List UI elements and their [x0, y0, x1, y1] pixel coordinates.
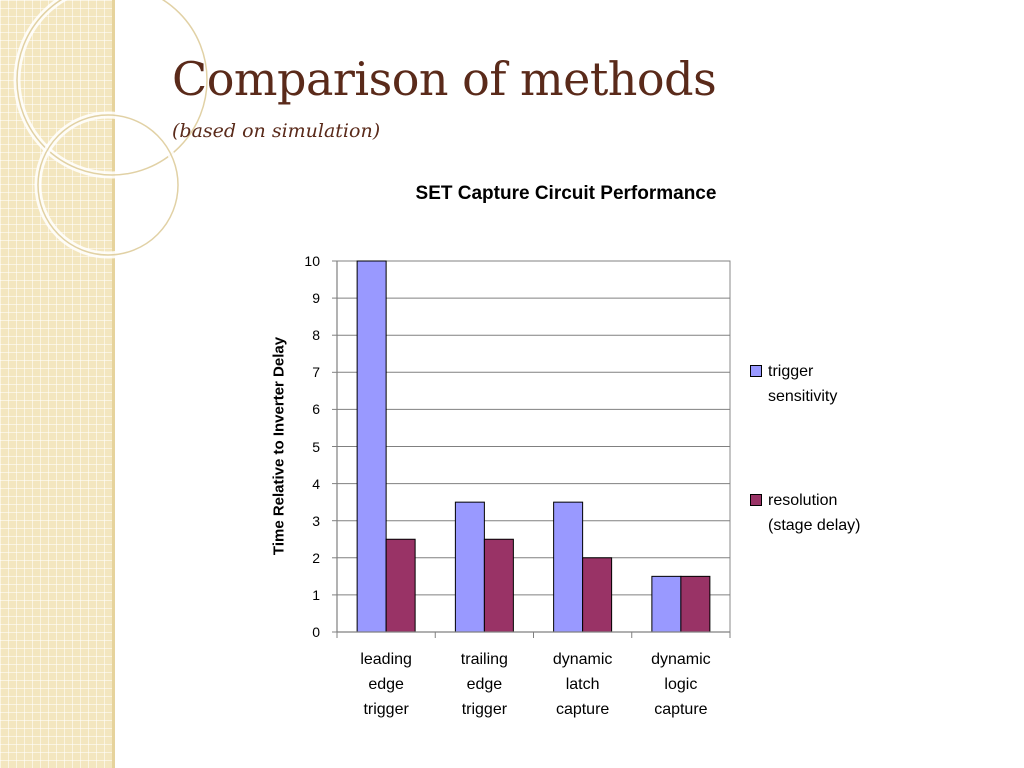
- x-category-label-2: trailing edge trigger: [436, 647, 532, 722]
- legend-swatch-series1: [750, 365, 762, 377]
- x-category-label-1-line-2: edge: [368, 676, 404, 693]
- bar-series1-cat4: [651, 575, 682, 633]
- bar-series2-cat1: [385, 538, 416, 633]
- y-tick-label-2: 2: [312, 549, 320, 566]
- y-tick-label-9: 9: [312, 290, 320, 307]
- y-tick-label-7: 7: [312, 364, 320, 381]
- bar-series2-cat3: [582, 557, 613, 633]
- x-category-label-3-line-1: dynamic: [552, 651, 613, 668]
- bar-series1-cat2: [454, 501, 485, 633]
- bar-series1-cat1: [356, 260, 387, 633]
- x-category-label-3-line-2: latch: [565, 676, 600, 693]
- bar-series2-cat4: [680, 575, 711, 633]
- x-category-label-1-line-3: trigger: [363, 701, 409, 718]
- chart-title: SET Capture Circuit Performance: [415, 183, 717, 204]
- x-category-label-2-line-3: trigger: [461, 701, 508, 718]
- chart-axes: [332, 260, 731, 638]
- y-tick-label-1: 1: [312, 586, 320, 603]
- bar-series2-cat2: [483, 538, 514, 633]
- y-tick-label-10: 10: [304, 253, 320, 269]
- y-tick-label-4: 4: [312, 475, 320, 492]
- x-category-label-2-line-1: trailing: [460, 651, 508, 668]
- legend-label-series2: resolution (stage delay): [768, 492, 861, 534]
- x-category-label-1-line-1: leading: [360, 651, 412, 668]
- slide-title: Comparison of methods: [172, 52, 717, 106]
- decorative-rings: [13, 0, 211, 259]
- legend-item-series2: resolution (stage delay): [750, 488, 861, 538]
- slide-subtitle: (based on simulation): [172, 120, 381, 142]
- x-category-label-4-line-3: capture: [654, 701, 708, 718]
- legend-label-series1: trigger sensitivity: [768, 363, 838, 405]
- y-tick-label-5: 5: [312, 438, 320, 455]
- y-tick-label-0: 0: [312, 624, 320, 640]
- x-category-label-2-line-2: edge: [466, 676, 503, 693]
- decorative-sidebar: [0, 0, 112, 768]
- legend-item-series1: trigger sensitivity: [750, 359, 837, 409]
- y-tick-label-3: 3: [312, 512, 320, 529]
- x-category-label-4: dynamic logic capture: [633, 647, 729, 722]
- y-tick-label-8: 8: [312, 327, 320, 344]
- sidebar-border: [112, 0, 115, 768]
- chart-bars: [356, 260, 711, 633]
- legend-swatch-series2: [750, 494, 762, 506]
- y-tick-label-6: 6: [312, 401, 320, 418]
- x-category-label-4-line-1: dynamic: [651, 651, 711, 668]
- x-category-label-1: leading edge trigger: [338, 647, 434, 722]
- bar-series1-cat3: [553, 501, 584, 633]
- x-category-label-3: dynamic latch capture: [535, 647, 631, 722]
- x-category-label-3-line-3: capture: [555, 701, 610, 718]
- x-category-label-4-line-2: logic: [664, 676, 698, 693]
